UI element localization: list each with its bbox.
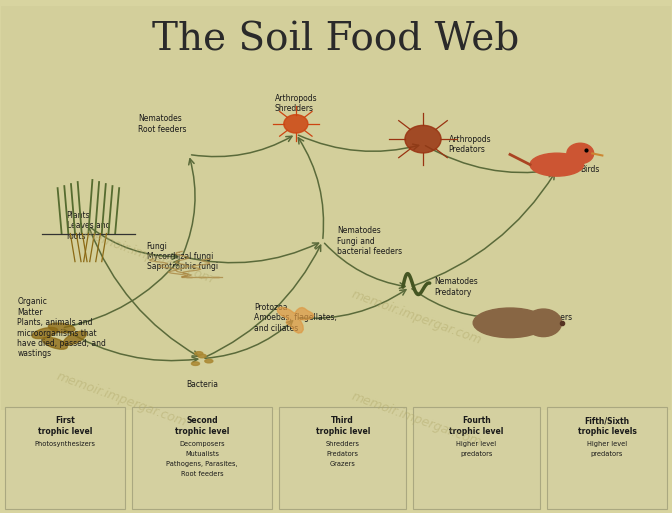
FancyBboxPatch shape (413, 407, 540, 509)
Circle shape (567, 143, 593, 164)
Text: Plants
Leaves and
roots: Plants Leaves and roots (67, 211, 110, 241)
FancyBboxPatch shape (410, 7, 544, 409)
Ellipse shape (205, 359, 213, 363)
Text: Pathogens, Parasites,: Pathogens, Parasites, (167, 461, 238, 467)
Text: Fourth: Fourth (462, 416, 491, 425)
Text: Birds: Birds (581, 165, 600, 174)
Text: Root feeders: Root feeders (181, 471, 224, 477)
Text: Gophers: Gophers (541, 313, 573, 322)
FancyBboxPatch shape (132, 407, 272, 509)
Text: Fungi
Mycorrhizal fungi
Saprotrophic fungi: Fungi Mycorrhizal fungi Saprotrophic fun… (146, 242, 218, 271)
Text: Organic
Matter
Plants, animals and
microorganisms that
have died, passed, and
wa: Organic Matter Plants, animals and micro… (17, 298, 106, 359)
Text: predators: predators (460, 451, 493, 457)
Ellipse shape (42, 337, 67, 349)
Ellipse shape (32, 327, 58, 339)
Text: Mutualists: Mutualists (185, 451, 219, 457)
Text: trophic level: trophic level (450, 427, 504, 437)
Text: Shredders: Shredders (326, 441, 360, 447)
FancyBboxPatch shape (547, 407, 667, 509)
Text: Bacteria: Bacteria (186, 380, 218, 388)
Text: Fifth/Sixth: Fifth/Sixth (585, 416, 630, 425)
Text: Nematodes
Predatory: Nematodes Predatory (435, 278, 478, 297)
Ellipse shape (48, 323, 75, 333)
Text: trophic level: trophic level (175, 427, 229, 437)
Text: memoir.impergar.com: memoir.impergar.com (349, 390, 483, 449)
Circle shape (405, 125, 441, 153)
Text: Higher level: Higher level (587, 441, 627, 447)
FancyBboxPatch shape (5, 407, 125, 509)
Text: Decomposers: Decomposers (179, 441, 225, 447)
Text: The Soil Food Web: The Soil Food Web (153, 22, 519, 59)
Ellipse shape (530, 153, 583, 176)
Text: Predators: Predators (327, 451, 359, 457)
Text: Second: Second (186, 416, 218, 425)
FancyBboxPatch shape (128, 7, 276, 409)
FancyBboxPatch shape (279, 407, 407, 509)
Ellipse shape (198, 354, 206, 358)
FancyBboxPatch shape (1, 7, 128, 409)
Ellipse shape (64, 331, 87, 345)
Text: predators: predators (591, 451, 623, 457)
Text: memoir.impergar.com: memoir.impergar.com (349, 288, 483, 347)
Text: Photosynthesizers: Photosynthesizers (34, 441, 95, 447)
Text: First: First (55, 416, 75, 425)
Text: trophic levels: trophic levels (578, 427, 636, 437)
FancyBboxPatch shape (544, 7, 671, 409)
Text: Arthropods
Predators: Arthropods Predators (448, 134, 491, 154)
Circle shape (526, 309, 562, 337)
Polygon shape (278, 307, 314, 333)
Ellipse shape (192, 362, 200, 365)
Text: Grazers: Grazers (330, 461, 355, 467)
Text: Nematodes
Root feeders: Nematodes Root feeders (138, 114, 186, 133)
Text: trophic level: trophic level (38, 427, 92, 437)
Circle shape (284, 115, 308, 133)
Text: memoir.impergar.com: memoir.impergar.com (55, 370, 189, 429)
Text: Arthropods
Shredders: Arthropods Shredders (275, 94, 317, 113)
Ellipse shape (195, 351, 203, 355)
Text: Protozoa
Amoebas, flagellates,
and ciliates: Protozoa Amoebas, flagellates, and cilia… (255, 303, 337, 332)
Text: Third: Third (331, 416, 354, 425)
Text: memoir.impergar.com: memoir.impergar.com (82, 227, 216, 286)
Text: Nematodes
Fungi and
bacterial feeders: Nematodes Fungi and bacterial feeders (337, 226, 402, 256)
FancyBboxPatch shape (276, 7, 410, 409)
Text: trophic level: trophic level (316, 427, 370, 437)
Ellipse shape (473, 308, 547, 338)
Text: Higher level: Higher level (456, 441, 497, 447)
